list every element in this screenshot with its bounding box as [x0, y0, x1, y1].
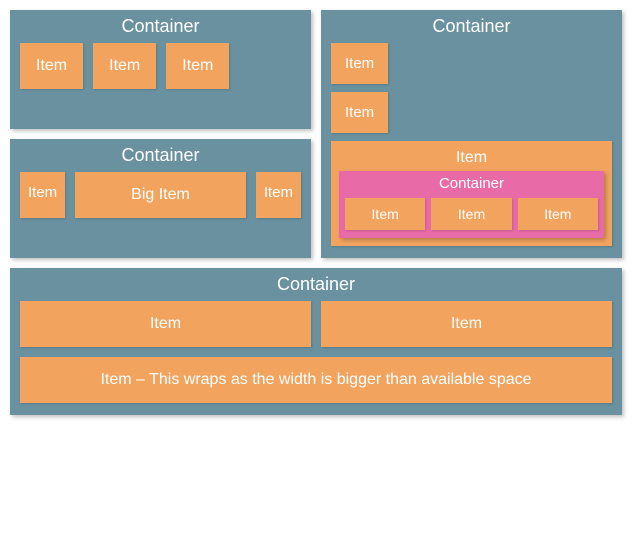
- container-1: Container Item Item Item: [10, 10, 311, 129]
- c3-item-3: Item: [256, 172, 301, 218]
- c4-item-2: Item: [321, 301, 612, 347]
- c2-nested-item-title: Item: [339, 149, 604, 167]
- c1-item-2: Item: [93, 43, 156, 89]
- c2-item-2: Item: [331, 92, 388, 133]
- c2-item-1: Item: [331, 43, 388, 84]
- container-2-nested: Container Item Item Item: [339, 171, 604, 238]
- c2n-item-3: Item: [518, 198, 598, 230]
- container-4: Container Item Item Item – This wraps as…: [10, 268, 622, 415]
- c1-item-3: Item: [166, 43, 229, 89]
- container-3: Container Item Big Item Item: [10, 139, 311, 258]
- container-2-title: Container: [331, 16, 612, 37]
- container-2: Container Item Item Item Container Item …: [321, 10, 622, 258]
- c1-item-1: Item: [20, 43, 83, 89]
- c2-nested-title: Container: [345, 175, 598, 192]
- c3-item-2: Big Item: [75, 172, 246, 218]
- container-1-title: Container: [20, 16, 301, 37]
- c2-nested-item: Item Container Item Item Item: [331, 141, 612, 246]
- container-3-title: Container: [20, 145, 301, 166]
- c2n-item-2: Item: [431, 198, 511, 230]
- container-4-title: Container: [20, 274, 612, 295]
- c4-item-1: Item: [20, 301, 311, 347]
- c2n-item-1: Item: [345, 198, 425, 230]
- c4-item-3: Item – This wraps as the width is bigger…: [20, 357, 612, 403]
- c3-item-1: Item: [20, 172, 65, 218]
